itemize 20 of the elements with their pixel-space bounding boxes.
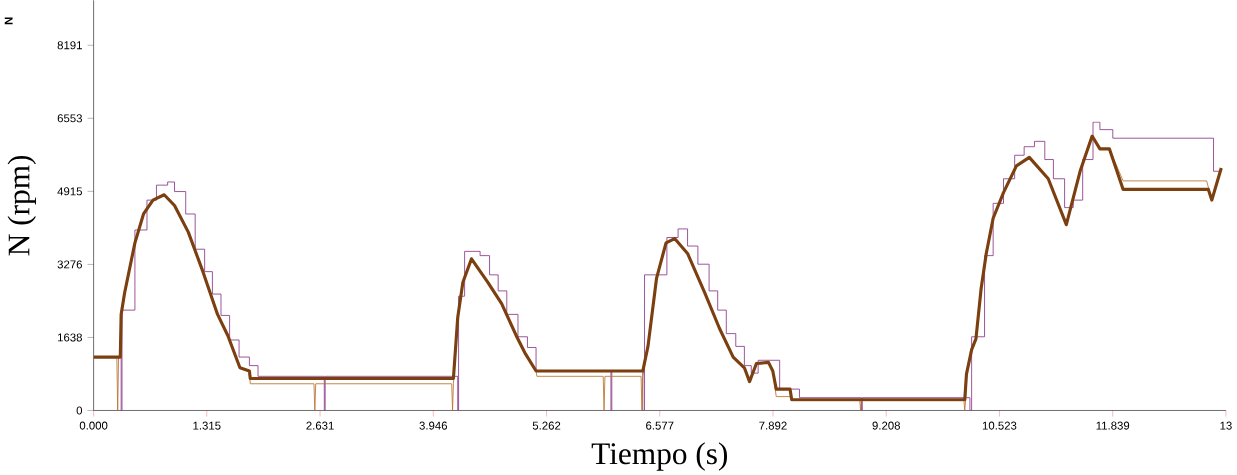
x-tick-label: 6.577 <box>646 421 674 430</box>
x-tick-label: 5.262 <box>532 421 561 430</box>
x-tick-label: 11.839 <box>1096 421 1130 430</box>
y-tick-label: 4915 <box>57 187 82 196</box>
x-tick-label: 2.631 <box>306 421 334 430</box>
x-axis-title: Tiempo (s) <box>591 442 728 471</box>
x-tick-label: 9.208 <box>872 421 900 430</box>
y-tick-label: 1638 <box>58 333 82 342</box>
y-axis-title: N (rpm) <box>7 155 36 256</box>
y-tick-label: 3276 <box>57 260 82 269</box>
y-tick-label: 6553 <box>57 114 82 123</box>
x-tick-label: 3.946 <box>419 421 448 430</box>
x-tick-label: 7.892 <box>759 421 787 430</box>
text: N <box>4 17 13 24</box>
y-tick-label: 0 <box>76 406 83 415</box>
x-tick-label: 1.315 <box>193 421 221 430</box>
x-tick-label: 0.000 <box>79 421 108 430</box>
x-tick-label: 10.523 <box>982 421 1017 430</box>
y-tick-label: 8191 <box>57 41 82 50</box>
x-tick-label: 13 <box>1220 421 1232 430</box>
